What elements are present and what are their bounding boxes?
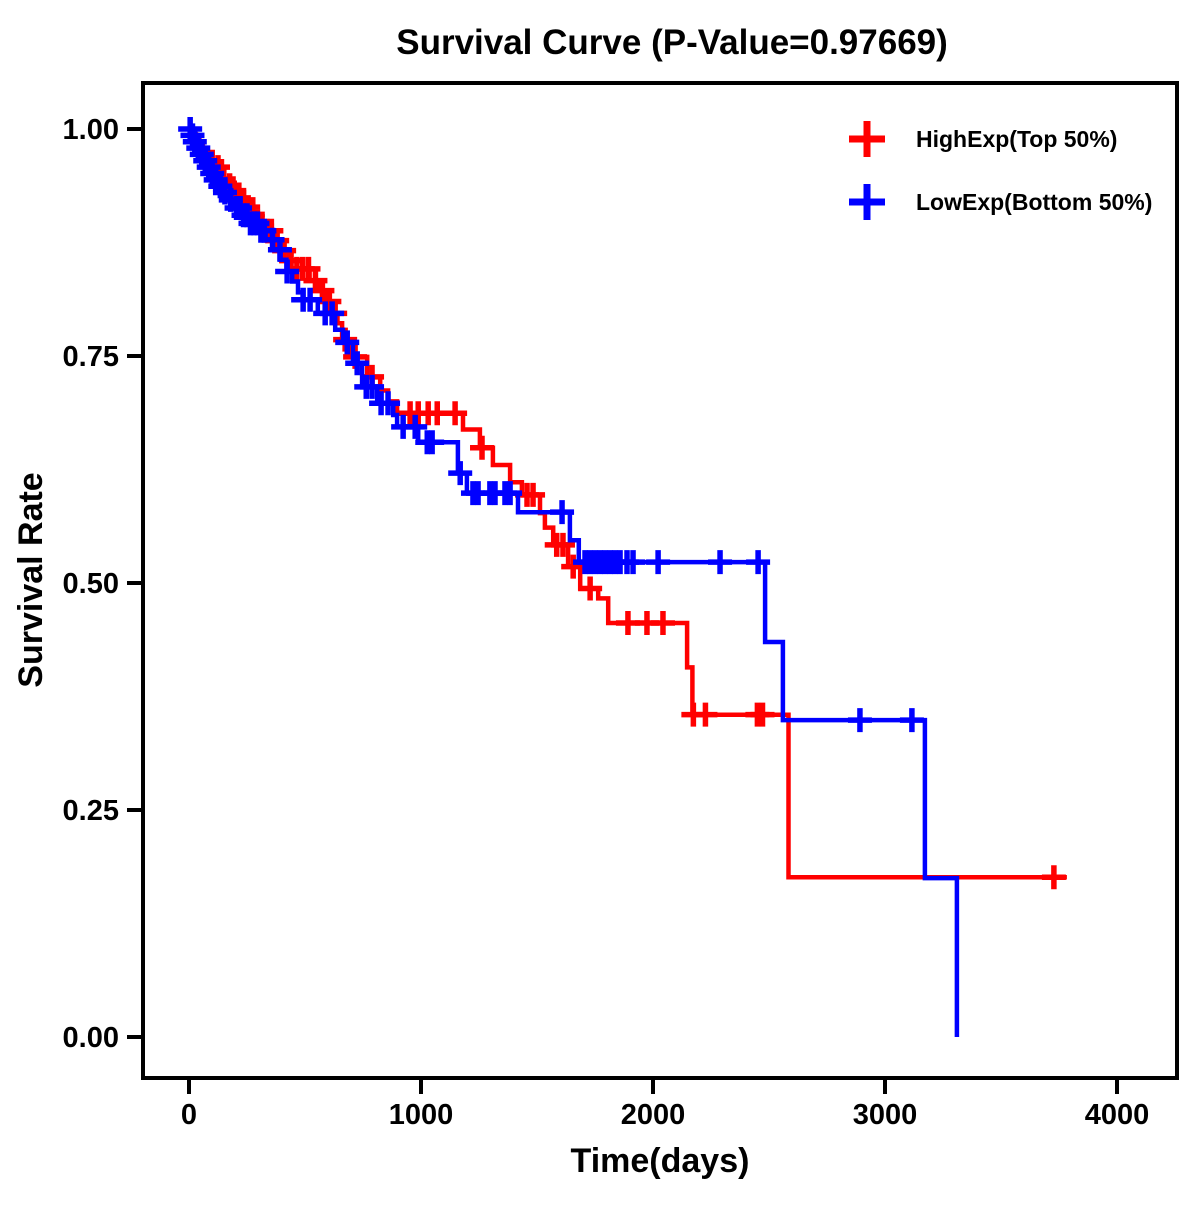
censor-mark-1 bbox=[646, 550, 671, 575]
x-tick-label: 0 bbox=[181, 1099, 197, 1131]
censor-mark-0 bbox=[470, 435, 495, 460]
censor-mark-0 bbox=[561, 554, 586, 579]
censor-mark-0 bbox=[550, 532, 575, 557]
censor-mark-1 bbox=[847, 708, 872, 733]
x-tick-label: 4000 bbox=[1085, 1099, 1150, 1131]
censor-mark-1 bbox=[448, 461, 473, 486]
censor-mark-0 bbox=[578, 576, 603, 601]
y-tick-label: 0.00 bbox=[63, 1022, 119, 1054]
series-layer bbox=[178, 117, 1067, 1037]
censor-mark-1 bbox=[320, 301, 345, 326]
censor-mark-1 bbox=[621, 550, 646, 575]
censor-mark-0 bbox=[650, 610, 675, 635]
x-axis-label: Time(days) bbox=[571, 1142, 750, 1180]
censor-mark-1 bbox=[746, 550, 771, 575]
censor-mark-1 bbox=[708, 550, 733, 575]
censor-mark-1 bbox=[403, 414, 428, 439]
censor-mark-1 bbox=[498, 481, 523, 506]
censor-mark-1 bbox=[298, 287, 323, 312]
censor-mark-1 bbox=[335, 330, 360, 355]
legend-marker-1 bbox=[849, 184, 885, 220]
censor-mark-0 bbox=[693, 702, 718, 727]
x-tick-label: 1000 bbox=[389, 1099, 454, 1131]
legend-markers-layer bbox=[849, 121, 885, 220]
censor-mark-1 bbox=[275, 259, 300, 284]
y-tick-label: 0.75 bbox=[63, 341, 119, 373]
axes-layer: 0 1000 2000 3000 4000 0.00 0.25 0.50 0.75 1.00 bbox=[63, 81, 1179, 1131]
survival-step-curve-0 bbox=[189, 126, 1067, 880]
censor-mark-0 bbox=[521, 482, 546, 507]
x-tick-label: 3000 bbox=[853, 1099, 918, 1131]
censor-mark-0 bbox=[750, 702, 775, 727]
legend-marker-0 bbox=[849, 121, 885, 157]
y-tick-label: 1.00 bbox=[63, 114, 119, 146]
censor-mark-1 bbox=[345, 351, 370, 376]
censor-mark-1 bbox=[360, 374, 385, 399]
censor-mark-1 bbox=[550, 500, 575, 525]
x-tick-label: 2000 bbox=[621, 1099, 686, 1131]
censor-mark-0 bbox=[443, 401, 468, 426]
y-tick-label: 0.25 bbox=[63, 795, 119, 827]
plot-border bbox=[141, 81, 1179, 1080]
censor-mark-1 bbox=[899, 708, 924, 733]
censor-mark-1 bbox=[376, 391, 401, 416]
legend-label-lowexp: LowExp(Bottom 50%) bbox=[916, 189, 1152, 215]
censor-mark-1 bbox=[420, 430, 445, 455]
censor-mark-1 bbox=[267, 237, 292, 262]
censor-mark-0 bbox=[1041, 865, 1066, 890]
legend-label-highexp: HighExp(Top 50%) bbox=[916, 126, 1117, 152]
chart-title: Survival Curve (P-Value=0.97669) bbox=[396, 23, 948, 62]
y-axis-label: Survival Rate bbox=[12, 472, 50, 687]
y-tick-label: 0.50 bbox=[63, 568, 119, 600]
